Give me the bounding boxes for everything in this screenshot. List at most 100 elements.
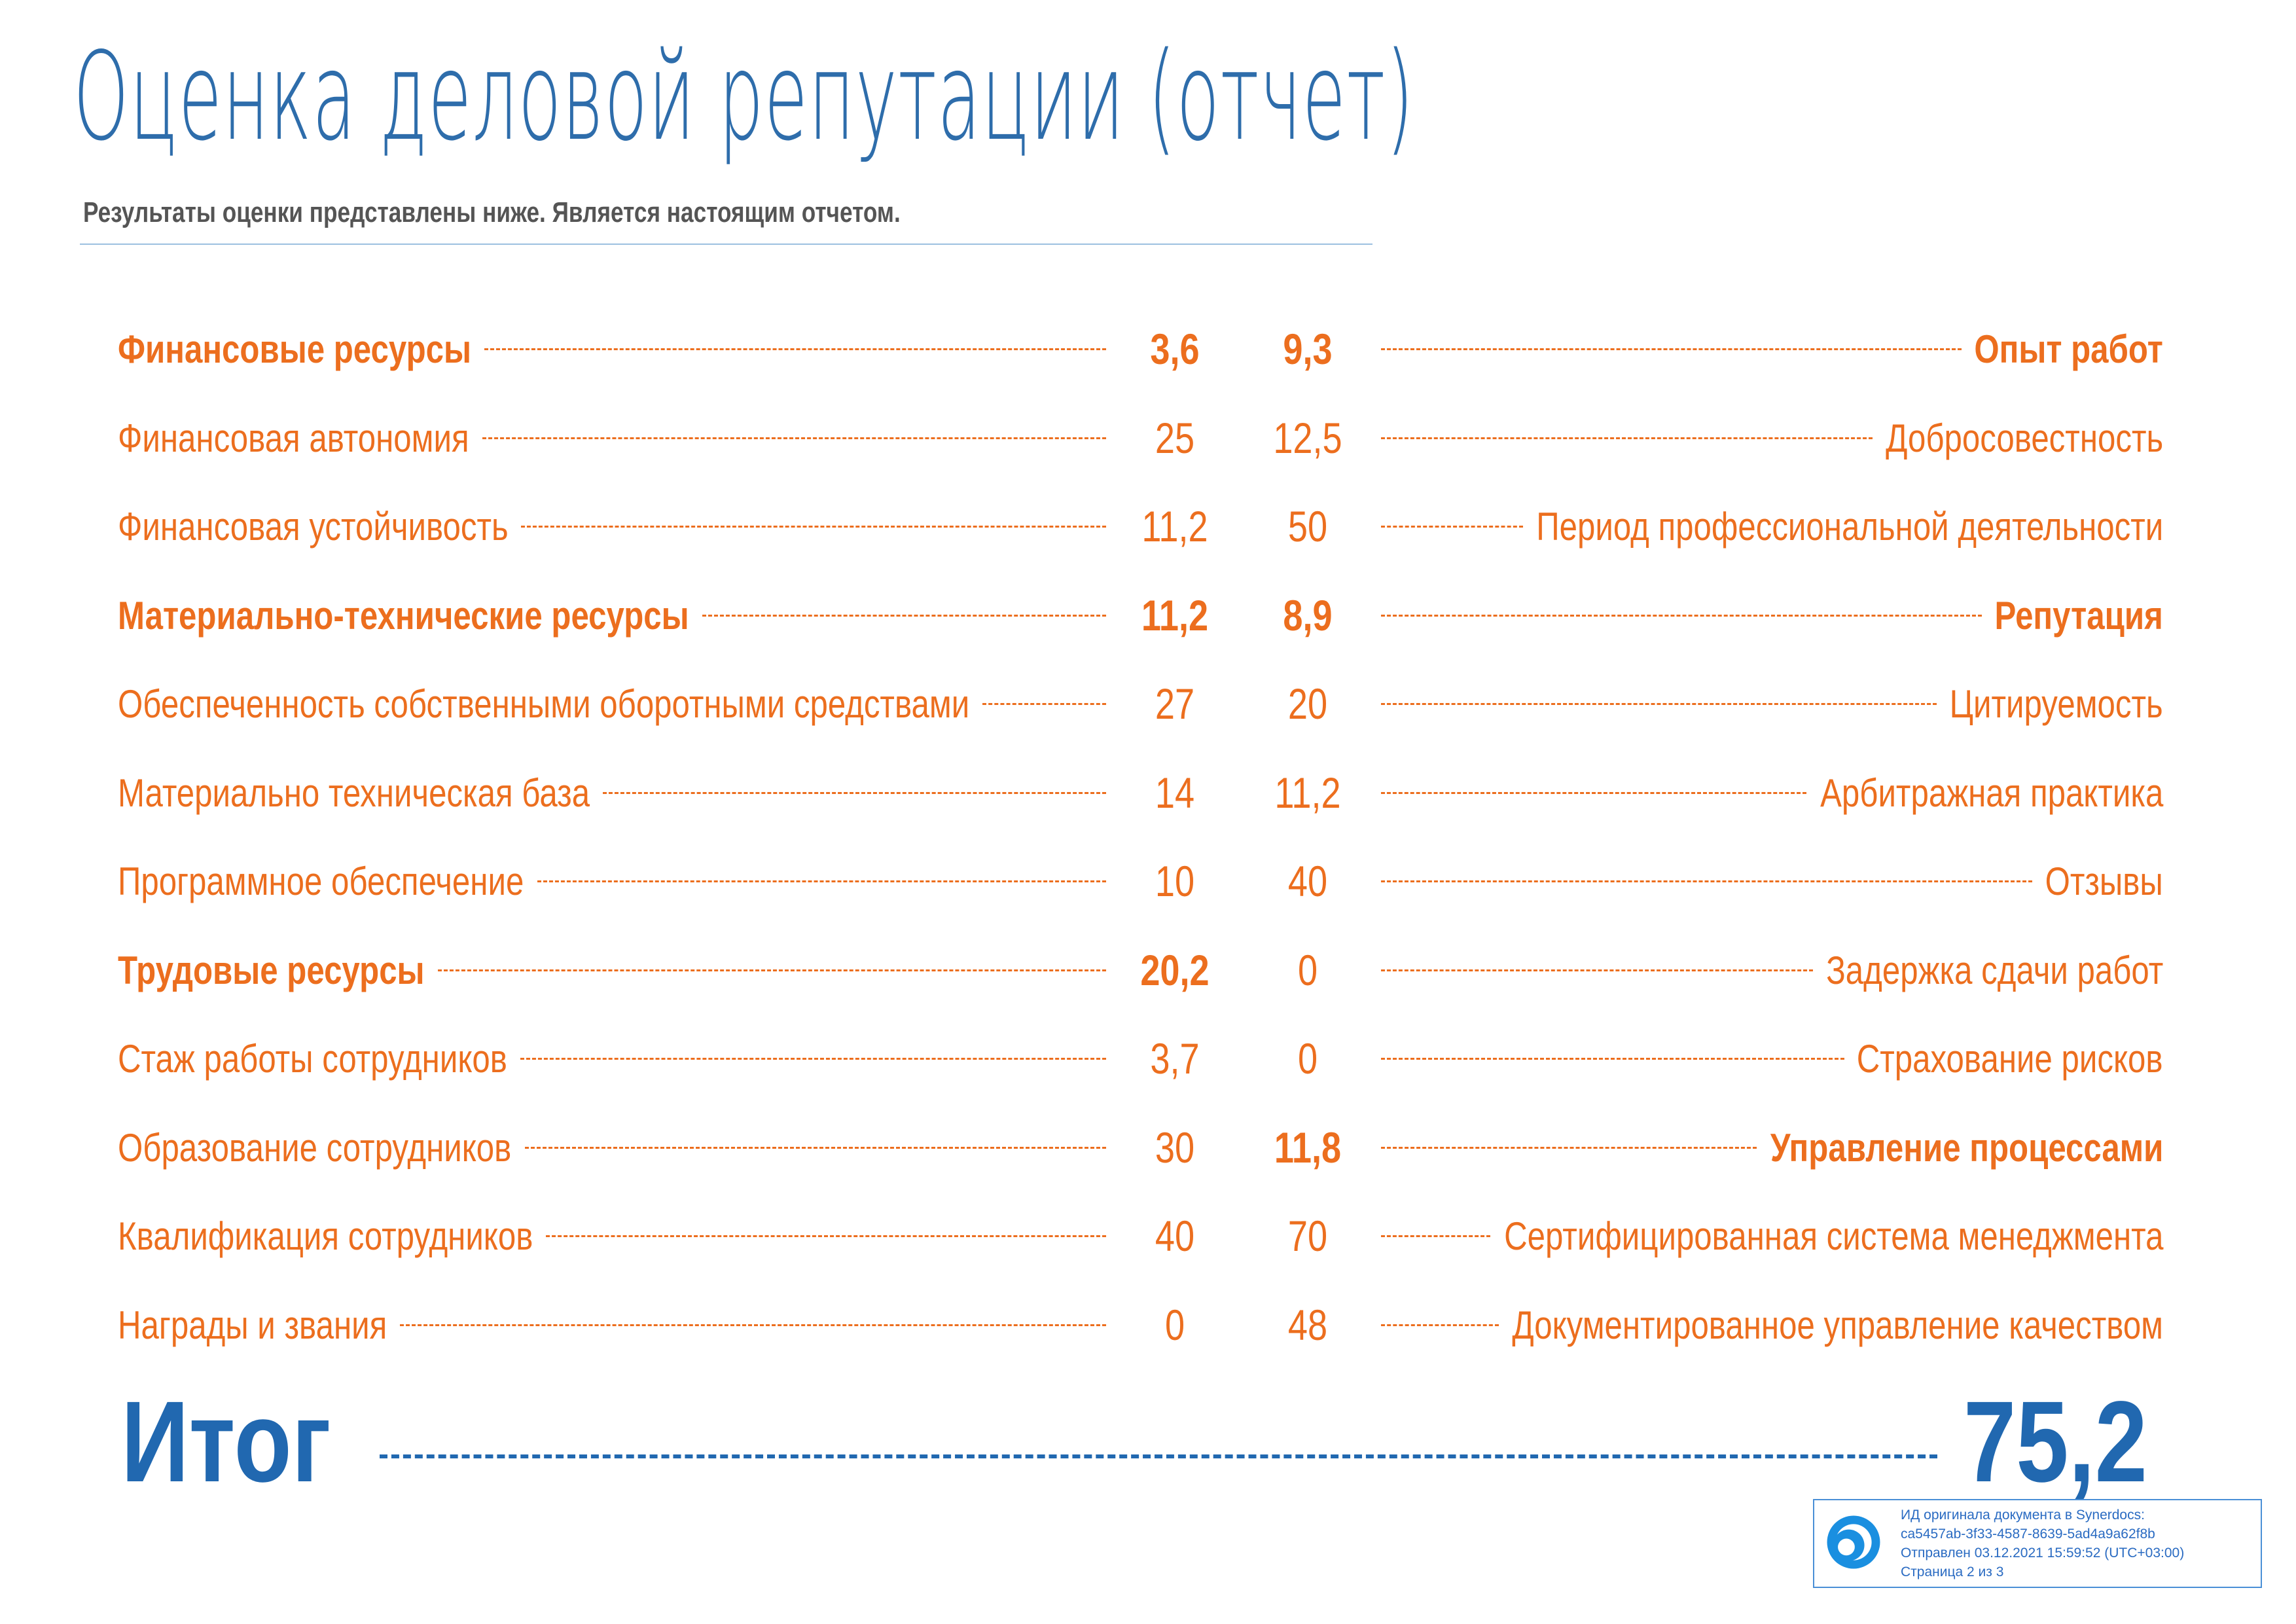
criterion-value: 25 bbox=[1155, 414, 1195, 462]
stamp-line-4: Страница 2 из 3 bbox=[1901, 1564, 2004, 1579]
synerdocs-stamp: ИД оригинала документа в Synerdocs: ca54… bbox=[1813, 1499, 2262, 1588]
criterion-value: 11,2 bbox=[1141, 591, 1209, 640]
page-subtitle: Результаты оценки представлены ниже. Явл… bbox=[83, 196, 901, 228]
total-value: 75,2 bbox=[1964, 1378, 2147, 1506]
leader-line bbox=[537, 880, 1106, 882]
criterion-label: Отзывы bbox=[2045, 859, 2163, 903]
criterion-value: 11,2 bbox=[1274, 768, 1341, 817]
criterion-label: Управление процессами bbox=[1770, 1125, 2163, 1170]
criterion-value: 9,3 bbox=[1283, 325, 1333, 373]
criterion-label: Стаж работы сотрудников bbox=[118, 1036, 507, 1081]
leader-line bbox=[1381, 880, 2032, 882]
criterion-value: 40 bbox=[1287, 857, 1328, 905]
criterion-value: 11,2 bbox=[1141, 502, 1208, 550]
total-label: Итог bbox=[121, 1378, 331, 1506]
leader-line bbox=[982, 702, 1106, 705]
page-title: Оценка деловой репутации (отчет) bbox=[73, 26, 1414, 168]
criterion-value: 12,5 bbox=[1273, 414, 1342, 462]
right-criterion-row: Опыт работ bbox=[1368, 316, 2163, 382]
leader-line bbox=[1381, 348, 1962, 350]
header-divider bbox=[80, 244, 1372, 245]
criterion-value: 30 bbox=[1155, 1123, 1195, 1172]
criterion-value: 20,2 bbox=[1140, 946, 1210, 994]
criterion-label: Документированное управление качеством bbox=[1512, 1303, 2163, 1347]
criterion-value: 40 bbox=[1155, 1212, 1195, 1260]
leader-line bbox=[1381, 1235, 1491, 1237]
leader-line bbox=[399, 1324, 1106, 1326]
left-criterion-row: Финансовая автономия bbox=[118, 405, 1119, 471]
criterion-label: Материально техническая база bbox=[118, 770, 590, 815]
leader-line bbox=[1381, 1146, 1757, 1149]
left-criterion-row: Материально техническая база bbox=[118, 760, 1119, 825]
criterion-label: Задержка сдачи работ bbox=[1825, 948, 2163, 992]
criterion-label: Программное обеспечение bbox=[118, 859, 524, 903]
right-criterion-row: Страхование рисков bbox=[1368, 1026, 2163, 1091]
criterion-label: Финансовая автономия bbox=[118, 416, 469, 460]
leader-line bbox=[524, 1146, 1106, 1149]
criterion-label: Трудовые ресурсы bbox=[118, 948, 425, 992]
criterion-label: Материально-технические ресурсы bbox=[118, 593, 689, 638]
stamp-line-3: Отправлен 03.12.2021 15:59:52 (UTC+03:00… bbox=[1901, 1545, 2185, 1561]
criterion-label: Обеспеченность собственными оборотными с… bbox=[118, 681, 970, 726]
criterion-value: 48 bbox=[1287, 1301, 1328, 1349]
stamp-line-1: ИД оригинала документа в Synerdocs: bbox=[1901, 1507, 2145, 1523]
leader-line bbox=[546, 1235, 1106, 1237]
right-criterion-row: Репутация bbox=[1368, 583, 2163, 648]
criterion-value: 0 bbox=[1297, 1034, 1318, 1083]
leader-line bbox=[521, 525, 1106, 528]
synerdocs-logo-icon bbox=[1827, 1515, 1880, 1569]
criterion-value: 27 bbox=[1155, 679, 1195, 728]
right-criterion-row: Документированное управление качеством bbox=[1368, 1292, 2163, 1358]
right-criterion-row: Добросовестность bbox=[1368, 405, 2163, 471]
leader-line bbox=[1381, 702, 1937, 705]
left-criterion-row: Награды и звания bbox=[118, 1292, 1119, 1358]
leader-line bbox=[702, 614, 1106, 617]
left-criterion-row: Финансовые ресурсы bbox=[118, 316, 1119, 382]
left-criterion-row: Финансовая устойчивость bbox=[118, 494, 1119, 559]
criterion-value: 20 bbox=[1287, 679, 1328, 728]
criterion-label: Финансовые ресурсы bbox=[118, 327, 472, 371]
criterion-value: 0 bbox=[1164, 1301, 1185, 1349]
criterion-value: 50 bbox=[1287, 502, 1328, 550]
criterion-label: Добросовестность bbox=[1885, 416, 2163, 460]
criterion-value: 14 bbox=[1155, 768, 1195, 817]
criterion-value: 70 bbox=[1287, 1212, 1328, 1260]
criterion-label: Репутация bbox=[1994, 593, 2163, 638]
criterion-label: Период профессиональной деятельности bbox=[1536, 504, 2163, 549]
left-criterion-row: Квалификация сотрудников bbox=[118, 1203, 1119, 1269]
criterion-label: Опыт работ bbox=[1974, 327, 2163, 371]
stamp-line-2: ca5457ab-3f33-4587-8639-5ad4a9a62f8b bbox=[1901, 1526, 2155, 1542]
right-criterion-row: Отзывы bbox=[1368, 848, 2163, 914]
left-criterion-row: Трудовые ресурсы bbox=[118, 937, 1119, 1003]
criterion-label: Финансовая устойчивость bbox=[118, 504, 509, 549]
left-criterion-row: Стаж работы сотрудников bbox=[118, 1026, 1119, 1091]
criterion-label: Арбитражная практика bbox=[1820, 770, 2163, 815]
criterion-label: Сертифицированная система менеджмента bbox=[1503, 1214, 2163, 1258]
total-leader-line bbox=[380, 1454, 1937, 1458]
criterion-value: 3,6 bbox=[1150, 325, 1200, 373]
left-criterion-row: Обеспеченность собственными оборотными с… bbox=[118, 671, 1119, 736]
right-criterion-row: Период профессиональной деятельности bbox=[1368, 494, 2163, 559]
criterion-value: 8,9 bbox=[1283, 591, 1333, 640]
right-criterion-row: Сертифицированная система менеджмента bbox=[1368, 1203, 2163, 1269]
left-criterion-row: Программное обеспечение bbox=[118, 848, 1119, 914]
leader-line bbox=[520, 1057, 1106, 1060]
leader-line bbox=[484, 348, 1106, 350]
criterion-label: Цитируемость bbox=[1949, 681, 2163, 726]
criterion-label: Страхование рисков bbox=[1857, 1036, 2163, 1081]
right-criterion-row: Задержка сдачи работ bbox=[1368, 937, 2163, 1003]
criterion-value: 11,8 bbox=[1274, 1123, 1342, 1172]
right-criterion-row: Управление процессами bbox=[1368, 1115, 2163, 1180]
leader-line bbox=[1381, 1057, 1844, 1060]
leader-line bbox=[603, 791, 1106, 794]
right-criterion-row: Арбитражная практика bbox=[1368, 760, 2163, 825]
leader-line bbox=[1381, 614, 1982, 617]
criterion-value: 0 bbox=[1297, 946, 1318, 994]
criterion-label: Награды и звания bbox=[118, 1303, 387, 1347]
left-criterion-row: Образование сотрудников bbox=[118, 1115, 1119, 1180]
leader-line bbox=[1381, 791, 1807, 794]
leader-line bbox=[1381, 525, 1523, 528]
criterion-value: 10 bbox=[1155, 857, 1195, 905]
left-criterion-row: Материально-технические ресурсы bbox=[118, 583, 1119, 648]
criterion-label: Образование сотрудников bbox=[118, 1125, 512, 1170]
